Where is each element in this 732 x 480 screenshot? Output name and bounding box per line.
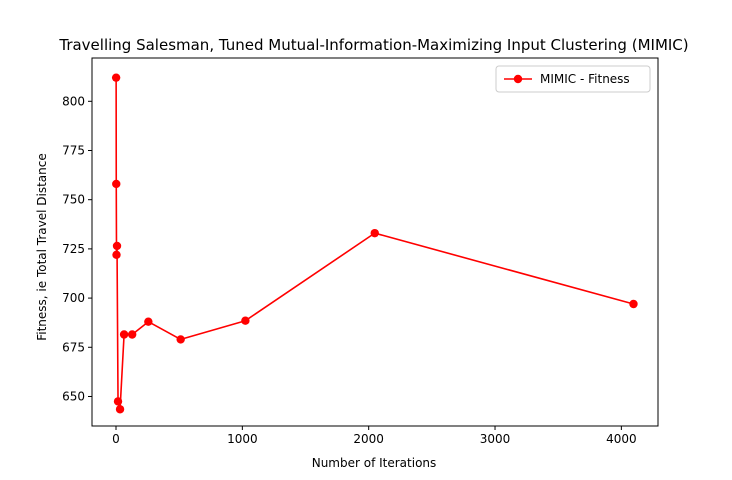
chart-title: Travelling Salesman, Tuned Mutual-Inform… [58, 36, 688, 54]
data-point [113, 397, 123, 406]
y-axis-label: Fitness, ie Total Travel Distance [35, 153, 49, 341]
plot-frame [91, 57, 659, 427]
x-tick-label: 4000 [606, 432, 637, 446]
legend: MIMIC - Fitness [495, 65, 651, 93]
y-tick-label: 650 [62, 389, 85, 403]
x-tick-label: 0 [112, 432, 120, 446]
legend-label: MIMIC - Fitness [540, 72, 630, 86]
data-point [111, 73, 121, 82]
data-point [370, 228, 379, 238]
series-line [115, 77, 634, 411]
legend-marker-swatch [513, 74, 523, 84]
legend-box [495, 65, 651, 93]
data-point [144, 317, 153, 326]
data-point [127, 330, 137, 339]
data-point [119, 330, 129, 339]
y-tick-label: 775 [62, 143, 85, 157]
data-point [112, 179, 121, 189]
x-tick-label: 3000 [480, 432, 511, 446]
plot-area: 0 1000 2000 3000 4000 650 675 700 725 750 775 800 [62, 57, 659, 446]
data-point [112, 241, 122, 251]
x-axis-label: Number of Iterations [312, 456, 437, 470]
y-tick-label: 725 [62, 242, 85, 256]
data-point [112, 250, 121, 259]
x-tick-label: 1000 [227, 432, 258, 446]
data-point [176, 335, 185, 344]
x-tick-label: 2000 [353, 432, 384, 446]
y-tick-label: 675 [62, 340, 85, 354]
data-point [241, 316, 250, 325]
data-point [115, 405, 125, 414]
y-tick-label: 700 [62, 291, 85, 305]
data-point [629, 299, 638, 309]
y-tick-label: 800 [62, 94, 85, 108]
y-tick-label: 750 [62, 193, 85, 207]
